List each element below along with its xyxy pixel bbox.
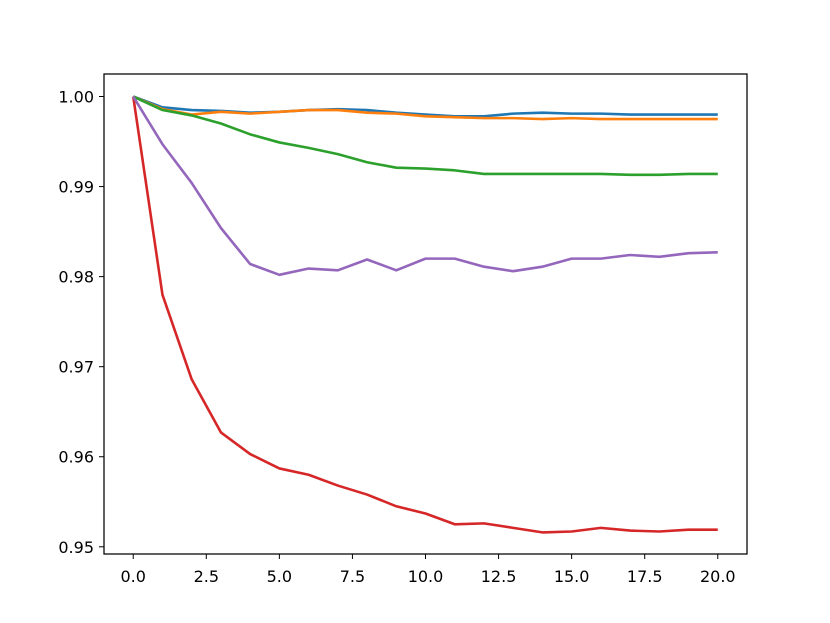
- x-axis: 0.0 2.5 5.0 7.5 10.0 12.5 15.0 17.5 20.0: [121, 554, 736, 586]
- y-tick-label: 0.95: [58, 538, 94, 557]
- series-line-5: [132, 95, 718, 277]
- y-tick-label: 0.98: [58, 268, 94, 287]
- series-line-2: [132, 95, 718, 121]
- x-tick-label: 10.0: [408, 567, 444, 586]
- y-tick-label: 0.99: [58, 178, 94, 197]
- x-tick-label: 12.5: [481, 567, 517, 586]
- x-tick-label: 20.0: [700, 567, 736, 586]
- y-axis: 0.95 0.96 0.97 0.98 0.99 1.00: [58, 88, 104, 557]
- y-tick-label: 1.00: [58, 88, 94, 107]
- axes-frame: [103, 73, 748, 555]
- x-tick-label: 5.0: [267, 567, 292, 586]
- y-tick-label: 0.97: [58, 358, 94, 377]
- y-tick-label: 0.96: [58, 448, 94, 467]
- x-tick-label: 15.0: [554, 567, 590, 586]
- x-tick-label: 0.0: [121, 567, 146, 586]
- plot-area: [131, 95, 718, 534]
- x-tick-label: 7.5: [340, 567, 365, 586]
- series-line-3: [132, 95, 718, 177]
- series-line-4: [131, 96, 718, 534]
- x-tick-label: 2.5: [194, 567, 219, 586]
- series-line-1: [132, 95, 718, 118]
- x-tick-label: 17.5: [627, 567, 663, 586]
